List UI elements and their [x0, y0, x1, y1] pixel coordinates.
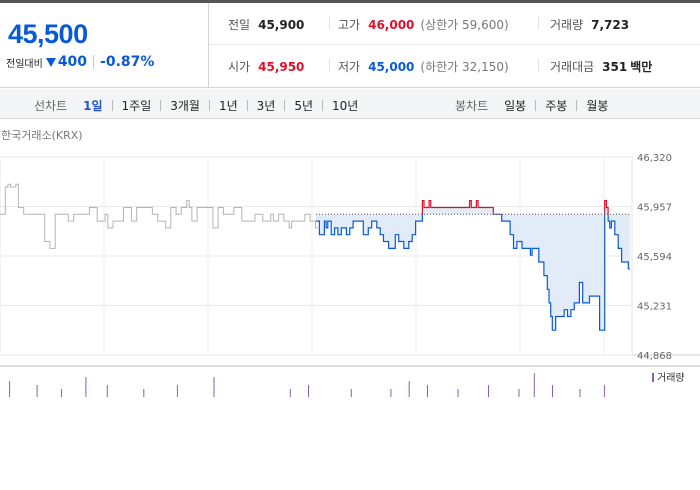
stat-label: 시가 — [228, 60, 251, 74]
volume-bar — [308, 385, 309, 397]
volume-bar — [106, 385, 108, 397]
quote-panel: 45,500 전일대비 400 -0.87% 전일 45,900 고가 46,0… — [0, 3, 700, 88]
volume-bar — [61, 389, 62, 397]
stat-sub: (상한가 59,600) — [420, 18, 509, 32]
candle-monthly-button[interactable]: 월봉 — [586, 99, 609, 113]
stat-high: 고가 46,000 (상한가 59,600) — [338, 16, 509, 33]
volume-bar — [408, 381, 410, 397]
stat-unit: 백만 — [630, 60, 653, 74]
y-tick-label: 45,957 — [637, 203, 672, 214]
line-chart-group: 선차트 1일 1주일 3개월 1년 3년 5년 10년 — [34, 97, 360, 114]
today-line-below — [316, 214, 630, 331]
chart-source-label: 한국거래소(KRX) — [1, 129, 83, 142]
volume-legend-swatch — [652, 373, 654, 382]
divider — [538, 58, 539, 72]
period-3m-button[interactable]: 3개월 — [170, 99, 200, 113]
y-tick-label: 45,231 — [637, 302, 672, 313]
stat-value: 45,900 — [258, 18, 305, 32]
stat-label: 전일 — [228, 18, 251, 32]
today-line-above — [421, 200, 609, 215]
period-1d-button[interactable]: 1일 — [83, 99, 103, 113]
divider — [329, 16, 330, 30]
stats-row-1: 전일 45,900 고가 46,000 (상한가 59,600) 거래량 7,7… — [209, 3, 700, 45]
volume-bar — [533, 373, 535, 397]
divider — [208, 100, 210, 111]
stats-row-2: 시가 45,950 저가 45,000 (하한가 32,150) 거래대금 35… — [209, 45, 700, 87]
volume-bar — [36, 385, 38, 397]
volume-bar — [390, 389, 392, 397]
divider — [329, 58, 330, 72]
divider — [535, 100, 537, 111]
divider — [246, 100, 248, 111]
volume-legend-label: 거래량 — [657, 372, 685, 384]
divider — [284, 100, 286, 111]
stat-value: 351 — [602, 60, 628, 74]
volume-bar — [579, 389, 581, 397]
volume-bar — [457, 389, 459, 397]
period-5y-button[interactable]: 5년 — [294, 99, 314, 113]
price-box: 45,500 전일대비 400 -0.87% — [0, 3, 209, 88]
stat-value: 7,723 — [591, 18, 630, 32]
stat-low: 저가 45,000 (하한가 32,150) — [338, 58, 509, 75]
volume-bar — [427, 385, 428, 397]
change-label: 전일대비 — [6, 58, 43, 70]
top-border — [0, 0, 700, 3]
stat-value: 45,000 — [368, 60, 415, 74]
change-amount: 400 — [57, 54, 88, 70]
stat-label: 거래대금 — [550, 60, 595, 74]
volume-bar — [85, 377, 87, 397]
period-3y-button[interactable]: 3년 — [256, 99, 276, 113]
down-triangle-icon — [45, 58, 56, 67]
volume-bar — [176, 385, 178, 397]
period-1w-button[interactable]: 1주일 — [121, 99, 152, 113]
stat-value: 45,950 — [258, 60, 305, 74]
stat-label: 고가 — [338, 18, 361, 32]
candle-weekly-button[interactable]: 주봉 — [545, 99, 568, 113]
volume-bar — [350, 389, 352, 397]
candle-chart-label: 봉차트 — [455, 99, 489, 113]
stat-label: 저가 — [338, 60, 361, 74]
chart-toolbar: 선차트 1일 1주일 3개월 1년 3년 5년 10년 봉차트 일봉 주봉 월봉 — [0, 89, 700, 119]
candle-chart-group: 봉차트 일봉 주봉 월봉 — [455, 97, 610, 114]
volume-bar — [289, 389, 291, 397]
divider — [322, 100, 324, 111]
stat-open: 시가 45,950 — [228, 58, 304, 75]
y-tick-label: 45,594 — [637, 252, 672, 263]
volume-bar — [9, 381, 11, 397]
stat-sub: (하한가 32,150) — [420, 60, 509, 74]
stat-prev-close: 전일 45,900 — [228, 16, 304, 33]
volume-bar — [213, 377, 215, 397]
divider — [111, 100, 113, 111]
change-row: 전일대비 400 -0.87% — [6, 54, 154, 70]
today-fill-area — [316, 200, 630, 331]
stat-label: 거래량 — [550, 18, 584, 32]
divider — [538, 16, 539, 30]
price-chart-svg: 46,320 45,957 45,594 45,231 44,868 한국거래소(KRX)… — [0, 129, 700, 397]
y-tick-label: 44,868 — [637, 351, 672, 362]
y-tick-label: 46,320 — [637, 153, 672, 164]
volume-bar — [143, 389, 145, 397]
current-price: 45,500 — [8, 19, 88, 49]
divider — [576, 100, 578, 111]
stat-value: 46,000 — [368, 18, 415, 32]
divider — [160, 100, 162, 111]
period-10y-button[interactable]: 10년 — [332, 99, 359, 113]
history-line — [0, 183, 318, 249]
stat-trade-value: 거래대금 351 백만 — [550, 58, 652, 75]
candle-daily-button[interactable]: 일봉 — [504, 99, 527, 113]
volume-bar — [603, 385, 605, 397]
stats-panel: 전일 45,900 고가 46,000 (상한가 59,600) 거래량 7,7… — [209, 3, 700, 88]
volume-bar — [552, 385, 553, 397]
price-chart: 46,320 45,957 45,594 45,231 44,868 한국거래소(KRX)… — [0, 119, 700, 399]
volume-bar — [488, 385, 489, 397]
divider — [93, 55, 95, 69]
line-chart-label: 선차트 — [34, 99, 68, 113]
volume-bar — [518, 389, 520, 397]
period-1y-button[interactable]: 1년 — [218, 99, 238, 113]
change-percent: -0.87% — [100, 54, 155, 70]
stat-volume: 거래량 7,723 — [550, 16, 629, 33]
